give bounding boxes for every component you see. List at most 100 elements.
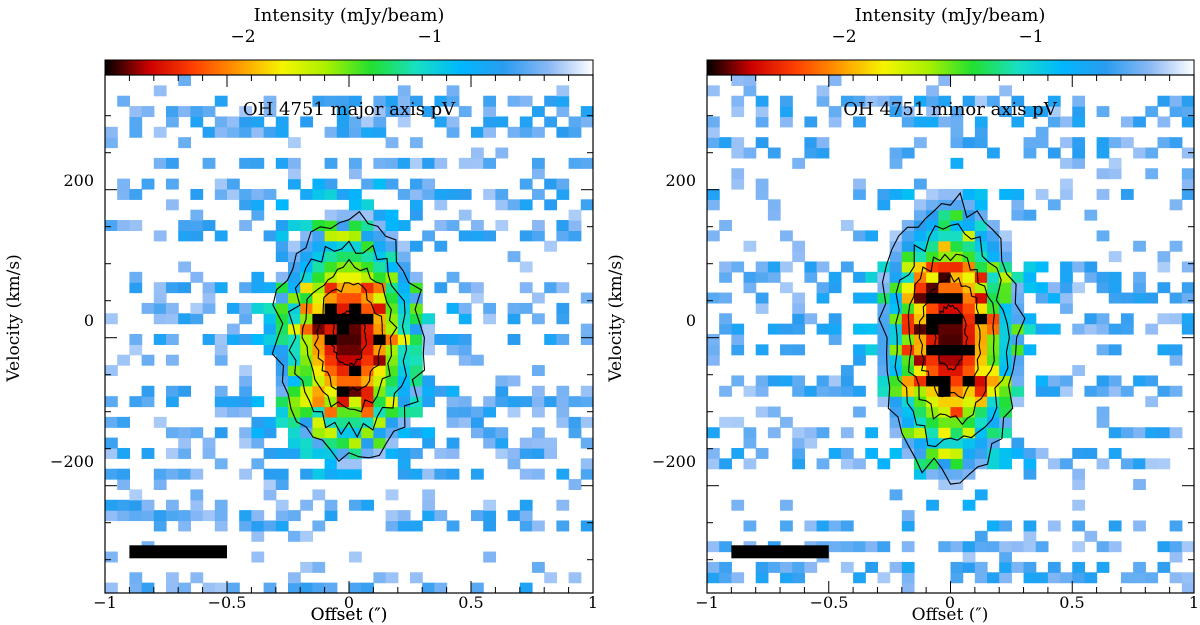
heatmap-cell xyxy=(166,116,179,128)
heatmap-cell xyxy=(828,520,842,532)
heatmap-cell xyxy=(719,292,732,304)
heatmap-cell xyxy=(877,313,891,325)
heatmap-cell xyxy=(901,520,915,532)
heatmap-cell xyxy=(877,375,891,387)
heatmap-cell xyxy=(1011,375,1025,387)
heatmap-cell xyxy=(361,375,374,387)
heatmap-cell xyxy=(792,157,805,169)
heatmap-cell xyxy=(926,95,939,107)
heatmap-cell xyxy=(901,561,915,573)
heatmap-cell xyxy=(373,334,387,345)
heatmap-cell xyxy=(987,396,1000,408)
heatmap-cell xyxy=(507,302,521,314)
heatmap-cell xyxy=(336,292,350,304)
heatmap-cell xyxy=(755,344,769,356)
heatmap-cell xyxy=(410,137,423,149)
heatmap-cell xyxy=(312,375,326,387)
heatmap-cell xyxy=(1047,458,1061,470)
heatmap-cell xyxy=(1096,385,1110,397)
heatmap-cell xyxy=(458,302,472,314)
heatmap-cell xyxy=(792,572,805,584)
heatmap-cell xyxy=(707,541,720,553)
heatmap-cell xyxy=(1096,344,1110,356)
heatmap-cell xyxy=(780,416,793,428)
heatmap-cell xyxy=(816,147,830,159)
heatmap-cell xyxy=(987,447,1000,459)
heatmap-cell xyxy=(129,271,143,283)
heatmap-cell xyxy=(926,323,939,335)
heatmap-cell xyxy=(901,261,915,273)
heatmap-cell xyxy=(974,188,988,200)
heatmap-cell xyxy=(901,147,915,159)
heatmap-cell xyxy=(1096,313,1110,325)
heatmap-cell xyxy=(385,157,399,169)
heatmap-cell xyxy=(422,323,435,335)
heatmap-cell xyxy=(950,230,964,242)
heatmap-cell xyxy=(755,385,769,397)
heatmap-cell xyxy=(1060,116,1073,128)
heatmap-cell xyxy=(178,137,191,149)
heatmap-cell xyxy=(446,220,460,231)
colorbar-tick-label: −2 xyxy=(831,27,856,47)
heatmap-cell xyxy=(422,385,435,397)
heatmap-cell xyxy=(999,541,1012,553)
heatmap-cell xyxy=(178,313,191,325)
heatmap-cell xyxy=(816,323,830,335)
heatmap-cell xyxy=(974,199,988,211)
heatmap-cell xyxy=(117,510,130,522)
heatmap-cell xyxy=(1072,572,1086,584)
heatmap-cell xyxy=(507,458,521,470)
colorbar-gradient xyxy=(104,59,594,76)
heatmap-cell xyxy=(1060,271,1073,283)
heatmap-cell xyxy=(987,541,1000,553)
heatmap-cell xyxy=(1133,147,1146,159)
heatmap-cell xyxy=(901,282,915,294)
heatmap-cell xyxy=(889,271,903,283)
heatmap-cell xyxy=(840,541,854,553)
heatmap-cell xyxy=(1181,292,1194,304)
heatmap-cell xyxy=(1060,458,1073,470)
heatmap-cell xyxy=(312,447,326,459)
heatmap-cell xyxy=(913,302,927,314)
heatmap-cell xyxy=(913,220,927,231)
heatmap-cell xyxy=(962,551,976,563)
heatmap-cell xyxy=(336,406,350,418)
heatmap-cell xyxy=(117,354,130,366)
panel-title-minor: OH 4751 minor axis pV xyxy=(843,99,1057,120)
heatmap-cell xyxy=(962,499,976,511)
heatmap-cell xyxy=(792,323,805,335)
heatmap-cell xyxy=(1157,344,1171,356)
heatmap-cell xyxy=(251,458,265,470)
heatmap-cell xyxy=(532,468,545,480)
heatmap-cell xyxy=(166,282,179,294)
heatmap-cell xyxy=(1145,106,1159,118)
x-tick-label: 1 xyxy=(588,593,598,612)
heatmap-cell xyxy=(178,520,191,532)
heatmap-cell xyxy=(913,396,927,408)
heatmap-cell xyxy=(707,572,720,584)
heatmap-cell xyxy=(519,499,533,511)
x-tick-label: 1 xyxy=(1189,593,1199,612)
heatmap-cell xyxy=(889,157,903,169)
heatmap-cell xyxy=(336,220,350,231)
heatmap-cell xyxy=(938,116,952,128)
heatmap-cell xyxy=(926,282,939,294)
heatmap-cell xyxy=(105,437,118,449)
heatmap-cell xyxy=(889,406,903,418)
heatmap-cell xyxy=(901,292,915,304)
heatmap-cell xyxy=(1120,385,1134,397)
heatmap-cell xyxy=(300,416,313,428)
x-tick-label: 0 xyxy=(945,593,955,612)
heatmap-cell xyxy=(385,209,399,221)
heatmap-cell xyxy=(239,334,252,345)
heatmap-cell xyxy=(1011,447,1025,459)
heatmap-cell xyxy=(385,334,399,345)
heatmap-cell xyxy=(840,561,854,573)
heatmap-cell xyxy=(913,240,927,252)
heatmap-cell xyxy=(434,334,448,345)
heatmap-cell xyxy=(397,520,411,532)
heatmap-cell xyxy=(913,406,927,418)
heatmap-cell xyxy=(446,126,460,138)
heatmap-cell xyxy=(804,147,818,159)
heatmap-cell xyxy=(1181,582,1194,593)
